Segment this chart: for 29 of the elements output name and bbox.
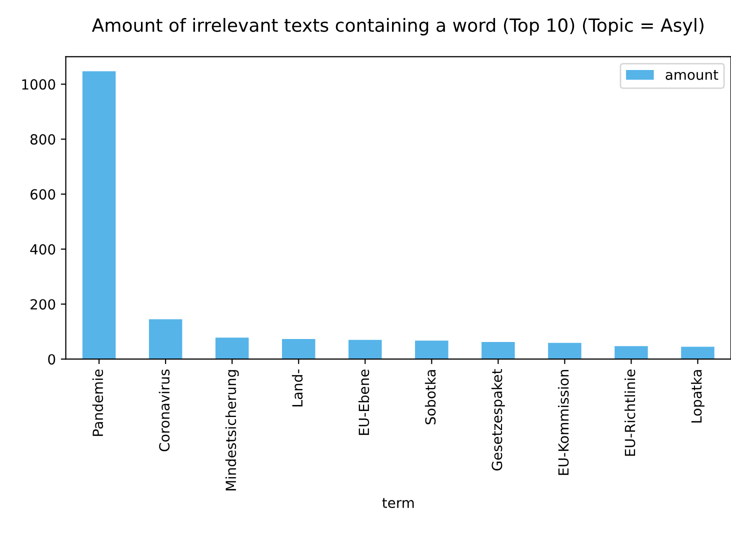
x-tick-label: Gesetzespaket [491,369,505,471]
legend-label: amount [666,70,718,80]
chart-title: Amount of irrelevant texts containing a word (Top 10) (Topic = Asyl) [92,18,704,36]
x-tick-label: EU-Ebene [358,370,370,435]
bar [482,342,515,360]
x-tick-label: Mindestsicherung [225,370,239,490]
x-tick-label: Sobotka [424,370,436,424]
x-axis-title: term [382,498,414,508]
x-tick-label: EU-Richtlinie [624,370,636,456]
bar [548,342,582,360]
y-tick-label: 600 [30,189,56,200]
x-tick-label: Coronavirus [158,370,170,452]
bar [614,346,648,360]
y-tick-label: 200 [30,299,56,310]
y-tick-label: 0 [48,354,56,365]
bar [348,340,382,360]
bar [282,339,316,360]
bar [215,338,249,360]
y-tick-label: 1000 [22,79,56,90]
bar [148,319,182,360]
y-tick-label: 400 [30,244,56,255]
bar [82,71,116,360]
x-tick-label: EU-Kommission [558,370,569,475]
bar [415,340,448,360]
bar [681,346,714,360]
x-tick-label: Land- [292,370,303,406]
y-tick-label: 800 [30,134,56,145]
x-tick-label: Lopatka [691,370,704,423]
x-tick-label: Pandemie [92,370,104,436]
